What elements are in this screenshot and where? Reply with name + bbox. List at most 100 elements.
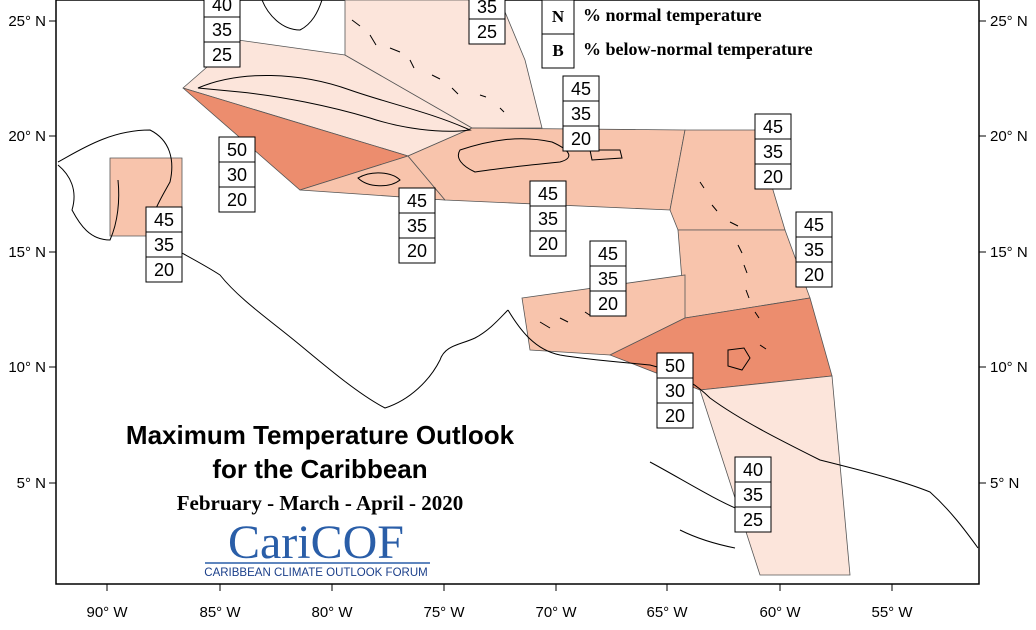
prob-box-trinidad-barbados	[656, 352, 694, 379]
prob-value: 25	[743, 510, 763, 530]
map-title-line2: for the Caribbean	[212, 454, 427, 484]
prob-value: 35	[598, 269, 618, 289]
lon-tick-label: 55° W	[871, 604, 913, 621]
prob-value: 25	[212, 45, 232, 65]
lon-tick-label: 85° W	[199, 604, 241, 621]
prob-box-guianas	[734, 456, 772, 483]
probability-boxes: 40 35 25 35 25 45 35 20 50 30 20 45 35 20 45 35 20 45 35 20…	[145, 0, 833, 533]
prob-value: 45	[804, 215, 824, 235]
lat-tick-label-left: 20° N	[8, 128, 46, 145]
prob-value: 30	[665, 381, 685, 401]
prob-box-hispaniola	[529, 180, 567, 207]
prob-value: 45	[598, 244, 618, 264]
logo-tagline: CARIBBEAN CLIMATE OUTLOOK FORUM	[204, 567, 427, 579]
legend-text-b: % below-normal temperature	[583, 39, 813, 59]
prob-value: 35	[212, 20, 232, 40]
caricof-logo: CariCOF CARIBBEAN CLIMATE OUTLOOK FORUM	[204, 516, 430, 579]
prob-box-cayman-jamaica	[218, 186, 256, 213]
lat-tick-label-left: 15° N	[8, 244, 46, 261]
prob-box-belize	[145, 256, 183, 283]
legend-letter-n: N	[552, 7, 565, 26]
prob-value: 40	[743, 460, 763, 480]
prob-value: 35	[804, 240, 824, 260]
prob-value: 45	[407, 191, 427, 211]
prob-box-turks-caicos	[562, 100, 600, 127]
prob-value: 45	[538, 184, 558, 204]
prob-value: 35	[743, 485, 763, 505]
lon-tick-label: 80° W	[311, 604, 353, 621]
prob-box-abc-islands	[589, 290, 627, 317]
prob-value: 45	[571, 79, 591, 99]
lon-tick-label: 65° W	[646, 604, 688, 621]
lat-tick-label-left: 25° N	[8, 13, 46, 30]
prob-box-turks-caicos	[562, 125, 600, 152]
central-america-coast	[57, 129, 509, 409]
prob-value: 35	[154, 235, 174, 255]
prob-value: 35	[407, 216, 427, 236]
jamaica-coast	[357, 172, 401, 187]
prob-value: 40	[212, 0, 232, 15]
prob-value: 20	[571, 129, 591, 149]
legend-text-n: % normal temperature	[583, 5, 762, 25]
legend: N % normal temperature B % below-normal …	[541, 0, 813, 69]
prob-box-turks-caicos	[562, 75, 600, 102]
lon-tick-label: 90° W	[86, 604, 128, 621]
prob-box-windward-islands	[795, 236, 833, 263]
south-america-coast	[507, 309, 979, 549]
lat-tick-label-right: 25° N	[990, 13, 1028, 30]
south-america-interior	[649, 461, 741, 549]
prob-box-jamaica	[398, 237, 436, 264]
yucatan-coast	[57, 164, 120, 241]
prob-box-cayman-jamaica	[218, 136, 256, 163]
prob-value: 20	[227, 190, 247, 210]
prob-box-bahamas-north	[203, 41, 241, 68]
prob-box-trinidad-barbados	[656, 402, 694, 429]
prob-box-guianas	[734, 481, 772, 508]
prob-value: 35	[571, 104, 591, 124]
prob-value: 35	[538, 209, 558, 229]
prob-value: 50	[665, 356, 685, 376]
prob-value: 20	[538, 234, 558, 254]
prob-value: 20	[407, 241, 427, 261]
prob-value: 20	[804, 265, 824, 285]
lat-tick-label-left: 10° N	[8, 359, 46, 376]
prob-box-leeward-islands	[754, 163, 792, 190]
prob-box-bahamas-north	[203, 16, 241, 43]
map-title-line1: Maximum Temperature Outlook	[126, 420, 515, 450]
lat-tick-label-left: 5° N	[17, 475, 46, 492]
lesser-antilles	[699, 181, 767, 350]
prob-value: 45	[763, 117, 783, 137]
prob-box-abc-islands	[589, 240, 627, 267]
legend-letter-b: B	[552, 41, 563, 60]
hispaniola-coast	[457, 138, 570, 173]
prob-box-hispaniola	[529, 205, 567, 232]
prob-box-guianas	[734, 506, 772, 533]
prob-box-jamaica	[398, 212, 436, 239]
florida-coast	[261, 0, 323, 31]
prob-value: 20	[763, 167, 783, 187]
prob-value: 35	[477, 0, 497, 17]
logo-lettering: CariCOF	[228, 516, 404, 569]
trinidad-coast	[727, 347, 751, 371]
lon-tick-label: 60° W	[759, 604, 801, 621]
axis-ticks: 90° W 85° W 80° W 75° W 70° W 65° W 60° W 55° W…	[8, 13, 1027, 621]
lat-tick-label-right: 10° N	[990, 359, 1028, 376]
lat-tick-label-right: 20° N	[990, 128, 1028, 145]
prob-box-windward-islands	[795, 211, 833, 238]
prob-value: 25	[477, 22, 497, 42]
prob-box-windward-islands	[795, 261, 833, 288]
lon-tick-label: 75° W	[423, 604, 465, 621]
prob-box-belize	[145, 231, 183, 258]
prob-value: 20	[154, 260, 174, 280]
prob-value: 30	[227, 165, 247, 185]
title-block: Maximum Temperature Outlook for the Cari…	[126, 420, 515, 515]
prob-box-leeward-islands	[754, 113, 792, 140]
prob-box-bahamas-east	[468, 18, 506, 45]
coastlines	[57, 0, 979, 549]
prob-value: 20	[598, 294, 618, 314]
prob-value: 20	[665, 406, 685, 426]
lat-tick-label-right: 5° N	[990, 475, 1019, 492]
cuba-coast	[197, 74, 472, 132]
prob-value: 50	[227, 140, 247, 160]
